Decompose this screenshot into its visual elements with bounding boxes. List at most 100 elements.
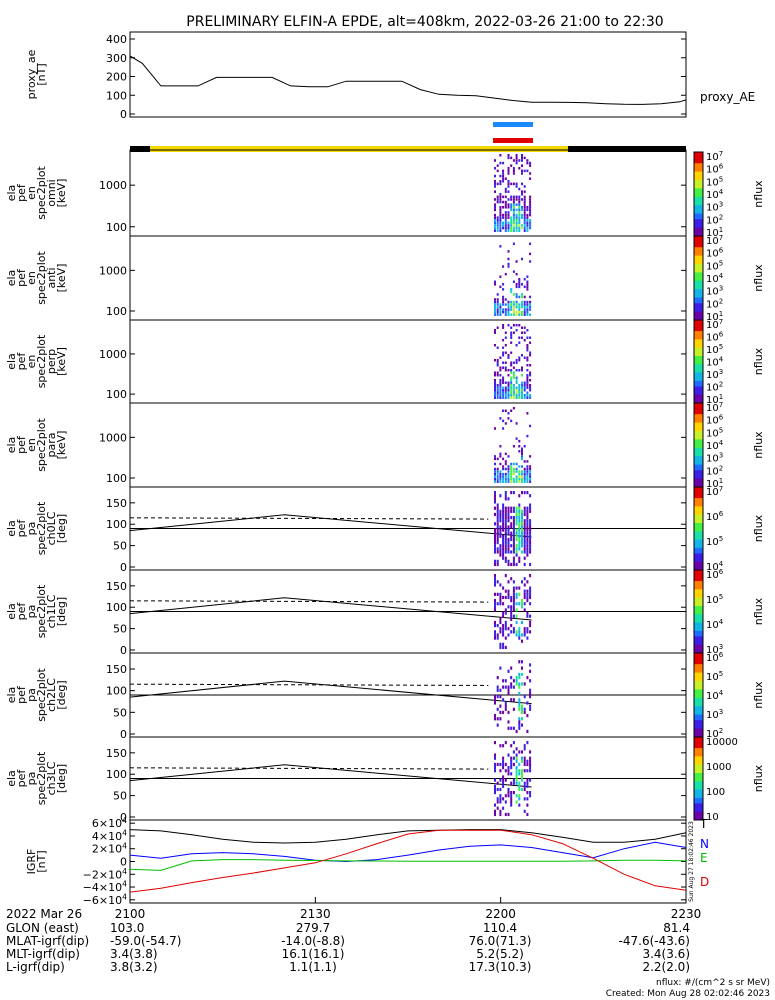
para-energy-ylabel-line: en [25, 438, 38, 452]
perp-energy-cell [515, 344, 518, 347]
cb-ch1-swatch [694, 614, 703, 618]
pa-ch0-cell [507, 516, 510, 520]
omni-energy-cell [526, 206, 529, 209]
pa-ch1-cell [523, 595, 526, 600]
pa-ch3-y-label: 100 [106, 768, 127, 781]
cb-perp-swatch [694, 320, 703, 324]
cb-anti-swatch [694, 236, 703, 240]
pa-ch2-cell [494, 695, 496, 699]
para-energy-cell [518, 472, 521, 476]
perp-energy-cell [507, 374, 510, 377]
omni-energy-cell [523, 200, 526, 204]
pa-ch0-cell [507, 525, 510, 529]
omni-energy-cell [499, 219, 502, 222]
pa-ch0-cell [502, 525, 505, 529]
perp-energy-cell [529, 364, 532, 367]
pa-ch0-cell [510, 522, 513, 526]
pa-ch3-cell [526, 762, 529, 767]
science-zone-bar-blue [493, 122, 533, 127]
perp-energy-cell [507, 391, 510, 394]
pa-ch1-cell [507, 605, 510, 609]
pa-ch2-cell [507, 688, 510, 692]
pa-ch0-cell [504, 509, 507, 513]
anti-energy-cell [512, 305, 515, 309]
pa-ch0-cell [521, 519, 523, 523]
pa-ch1-cell [494, 574, 496, 578]
perp-energy-cell [494, 379, 496, 382]
cb-perp-tick: 107 [706, 318, 723, 331]
omni-energy-cell [494, 198, 496, 201]
omni-energy-cell [502, 226, 505, 230]
pa-ch1-cell [504, 627, 507, 631]
cb-ch0-swatch [694, 547, 703, 552]
perp-energy-cell [504, 389, 507, 392]
pa-ch1-cell [512, 630, 515, 634]
para-energy-y-label: 1000 [99, 431, 127, 444]
pa-ch0-cell [507, 531, 510, 535]
anti-energy-cell [502, 288, 505, 291]
pa-ch1-cell [504, 611, 507, 615]
pa-ch3-cell [502, 778, 505, 782]
pa-ch3-cell [523, 809, 526, 813]
para-energy-cell [496, 477, 499, 481]
pa-ch1-cell [494, 583, 496, 587]
pa-ch1-ylabel-line: ela [5, 603, 18, 620]
perp-energy-ylabel-line: perp [45, 349, 58, 374]
omni-energy-cell [521, 172, 523, 175]
pa-ch2-cell [510, 676, 513, 680]
pa-ch0-dashed-line [129, 517, 489, 520]
para-energy-ylabel-line: ela [5, 437, 18, 454]
para-energy-cell [518, 470, 521, 473]
pa-ch2-cell [518, 707, 521, 711]
omni-energy-cell [510, 198, 513, 201]
anti-energy-cell [529, 260, 532, 263]
pa-ch1-cell [499, 627, 502, 631]
perp-energy-cell [521, 354, 523, 357]
cb-ch0-swatch [694, 561, 703, 565]
perp-energy-cell [510, 369, 513, 372]
pa-ch0-cell [518, 541, 521, 545]
pa-ch2-cell [512, 707, 515, 711]
omni-energy-cell [510, 156, 513, 160]
pa-ch0-cell [515, 547, 518, 551]
perp-energy-cell [515, 386, 518, 389]
anti-energy-cell [526, 275, 529, 278]
cb-ch2-swatch [694, 714, 703, 718]
pa-ch3-cell [510, 803, 513, 807]
perp-energy-cell [526, 369, 529, 372]
cb-omni-swatch [694, 224, 703, 229]
perp-energy-cell [502, 396, 505, 399]
omni-energy-cell [512, 167, 515, 170]
anti-energy-cell [518, 310, 521, 314]
pa-ch1-cell [494, 602, 496, 606]
cb-ch3-swatch [694, 811, 703, 815]
omni-energy-cell [494, 182, 496, 186]
perp-energy-cell [502, 339, 505, 342]
omni-energy-cell [499, 208, 502, 212]
pa-ch3-cell [510, 756, 513, 760]
pa-ch0-cell [518, 559, 521, 563]
perp-energy-cell [510, 376, 513, 379]
pa-ch0-cell [515, 550, 518, 554]
pa-ch1-cell [507, 580, 510, 584]
igrf-legend-T: T [699, 817, 708, 831]
pa-ch0-cell [512, 559, 515, 563]
para-energy-cell [507, 475, 510, 478]
pa-ch1-cell [518, 602, 521, 606]
anti-energy-cell [507, 310, 510, 314]
pa-ch0-cell [515, 522, 518, 526]
cb-ch0-label: nflux [752, 514, 765, 542]
pa-ch0-cell [523, 522, 526, 526]
para-energy-cell [499, 455, 502, 458]
omni-energy-cell [496, 198, 499, 201]
pa-ch0-cell [523, 556, 526, 560]
cb-anti-swatch [694, 252, 703, 257]
perp-energy-cell [502, 361, 505, 364]
pa-ch3-cell [510, 797, 513, 801]
omni-energy-cell [523, 226, 526, 230]
cb-omni-swatch [694, 191, 703, 195]
omni-energy-cell [496, 221, 499, 225]
pa-ch3-ylabel-line: spec2plot [35, 751, 48, 805]
para-energy-cell [507, 412, 510, 415]
